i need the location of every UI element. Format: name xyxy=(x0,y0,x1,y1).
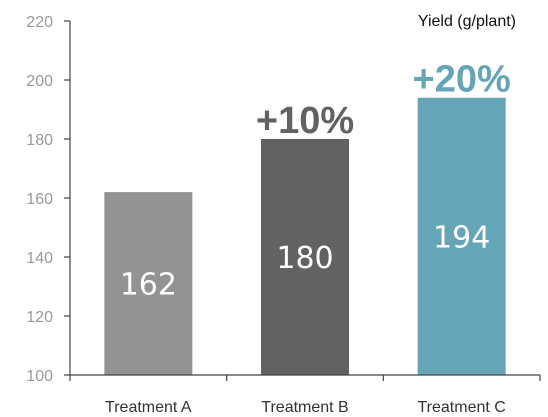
y-tick-label: 100 xyxy=(26,368,53,385)
y-tick-label: 160 xyxy=(26,191,53,208)
y-tick-label: 200 xyxy=(26,73,53,90)
unit-label: Yield (g/plant) xyxy=(418,13,516,30)
y-tick-label: 180 xyxy=(26,132,53,149)
bar xyxy=(104,192,193,375)
x-category-label: Treatment B xyxy=(261,399,348,416)
bars: 162 180 +10% 194 +20% xyxy=(104,59,511,375)
bar xyxy=(417,97,506,375)
bar-value-label: 162 xyxy=(120,268,177,303)
bar-change-label: +10% xyxy=(256,100,354,142)
bar xyxy=(261,139,349,375)
x-category-label: Treatment C xyxy=(418,399,506,416)
x-axis: Treatment A Treatment B Treatment C xyxy=(69,374,541,416)
y-tick-label: 140 xyxy=(26,250,53,267)
bar-change-label: +20% xyxy=(413,59,511,101)
y-tick-label: 120 xyxy=(26,309,53,326)
x-category-label: Treatment A xyxy=(105,399,192,416)
bar-value-label: 180 xyxy=(276,241,333,276)
bar-value-label: 194 xyxy=(433,220,490,255)
y-axis: 100 120 140 160 180 200 220 xyxy=(26,14,71,385)
y-tick-label: 220 xyxy=(26,14,53,31)
